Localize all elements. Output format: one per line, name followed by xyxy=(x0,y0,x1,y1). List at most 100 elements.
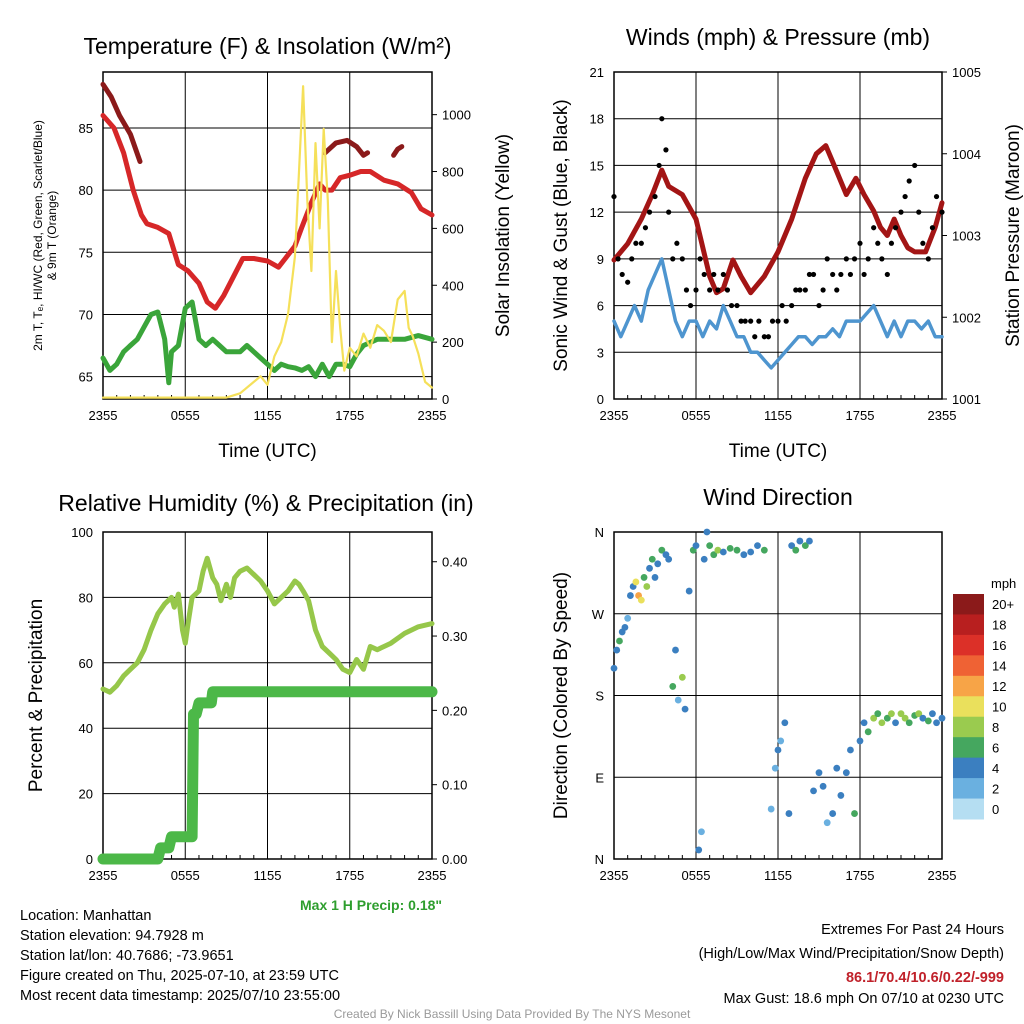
colorbar-swatch xyxy=(953,757,984,779)
winds-rtick-label: 1004 xyxy=(952,147,981,162)
direction-point xyxy=(706,542,714,550)
winds-gust-point xyxy=(629,256,635,262)
latlon-text: Station lat/lon: 40.7686; -73.9651 xyxy=(20,948,234,964)
direction-point xyxy=(837,792,845,799)
humidity-xtick-label: 0555 xyxy=(171,868,200,883)
temperature-series-dewpoint xyxy=(100,299,435,386)
temperature-xtick-label: 1155 xyxy=(254,408,282,423)
direction-point xyxy=(698,828,705,836)
wind_direction-xtick-label: 2355 xyxy=(928,868,957,883)
winds-rtick-label: 1003 xyxy=(952,229,981,244)
winds-gust-point xyxy=(789,302,795,309)
winds-gust-point xyxy=(687,302,694,309)
winds-gust-point xyxy=(820,287,826,293)
direction-point xyxy=(796,537,804,545)
colorbar-label: 4 xyxy=(992,761,999,776)
direction-point xyxy=(637,596,645,604)
colorbar-swatch xyxy=(953,634,984,656)
winds-gust-point xyxy=(802,287,808,293)
winds-gust-point xyxy=(761,334,767,340)
winds-gust-point xyxy=(816,302,822,309)
colorbar-swatch xyxy=(953,798,984,820)
temperature-series-temp xyxy=(100,113,435,311)
temperature-xtick-label: 2355 xyxy=(418,408,447,423)
colorbar-swatch xyxy=(953,614,984,636)
temperature-rtick-label: 200 xyxy=(442,335,464,350)
humidity-rtick-label: 0.00 xyxy=(442,852,467,867)
direction-point xyxy=(648,555,656,563)
direction-point xyxy=(864,728,872,736)
winds-ytick-label: 6 xyxy=(597,299,604,314)
direction-point xyxy=(788,542,796,550)
direction-point xyxy=(829,810,837,817)
winds-gust-point xyxy=(652,193,658,200)
recent-data-text: Most recent data timestamp: 2025/07/10 2… xyxy=(20,988,341,1004)
winds-gust-point xyxy=(793,287,799,293)
colorbar-label: 20+ xyxy=(992,597,1014,612)
extremes-heading: Extremes For Past 24 Hours xyxy=(821,922,1004,938)
colorbar-swatch xyxy=(953,594,984,615)
direction-point xyxy=(719,548,727,556)
winds-ytick-label: 12 xyxy=(590,205,604,220)
direction-point xyxy=(627,592,634,599)
temperature-rtick-label: 600 xyxy=(442,221,464,236)
winds-gust-point xyxy=(879,256,885,262)
winds-gust-point xyxy=(728,302,735,309)
direction-point xyxy=(924,717,932,725)
direction-point xyxy=(672,646,679,654)
winds-gust-point xyxy=(912,162,918,169)
wind_direction-xtick-label: 1755 xyxy=(846,868,875,883)
humidity-rtick-label: 0.30 xyxy=(442,629,467,644)
extremes-subheading: (High/Low/Max Wind/Precipitation/Snow De… xyxy=(698,946,1004,962)
direction-point xyxy=(901,714,909,722)
extremes-values: 86.1/70.4/10.6/0.22/-999 xyxy=(845,970,1004,986)
colorbar-label: 14 xyxy=(992,659,1006,674)
winds-gust-point xyxy=(625,279,631,285)
direction-point xyxy=(792,546,800,554)
winds-gust-point xyxy=(892,225,899,231)
winds-gust-point xyxy=(898,209,904,215)
humidity-xtick-label: 2355 xyxy=(89,868,118,883)
winds-gust-point xyxy=(646,209,653,215)
direction-point xyxy=(703,528,711,536)
winds-gust-point xyxy=(810,271,817,278)
direction-ylabel-left: Direction (Colored By Speed) xyxy=(551,572,572,819)
direction-point xyxy=(632,578,640,586)
colorbar-label: 2 xyxy=(992,781,999,796)
credit-line: Created By Nick Bassill Using Data Provi… xyxy=(333,1007,691,1021)
temperature-ylabel-line1: 2m T, Tₑ, HI/WC (Red, Green, Scarlet/Blu… xyxy=(31,120,45,351)
winds-ylabel-left: Sonic Wind & Gust (Blue, Black) xyxy=(551,99,572,371)
humidity-xtick-label: 2355 xyxy=(418,868,447,883)
colorbar-swatch xyxy=(953,675,984,697)
direction-point xyxy=(777,737,785,745)
winds-gust-point xyxy=(765,334,772,340)
direction-point xyxy=(860,719,868,727)
winds-gust-point xyxy=(748,318,754,324)
direction-point xyxy=(929,710,936,718)
winds-gust-point xyxy=(906,178,912,184)
direction-point xyxy=(658,546,666,554)
direction-point xyxy=(888,710,895,718)
winds-gust-point xyxy=(663,147,669,153)
direction-point xyxy=(681,705,689,713)
direction-point xyxy=(654,560,662,568)
temperature-ylabel-line2: & 9m T (Orange) xyxy=(45,191,59,281)
winds-rtick-label: 1005 xyxy=(952,65,981,80)
winds-xtick-label: 2355 xyxy=(928,408,957,423)
winds-gust-point xyxy=(720,271,726,278)
humidity-xtick-label: 1755 xyxy=(335,868,364,883)
colorbar-label: 18 xyxy=(992,618,1006,633)
winds-xtick-label: 1155 xyxy=(764,408,792,423)
temperature-ytick-label: 70 xyxy=(79,307,93,322)
winds-gust-point xyxy=(642,225,649,231)
winds-gust-point xyxy=(619,271,625,278)
winds-gust-point xyxy=(920,240,926,246)
winds-gust-point xyxy=(939,209,945,215)
direction-point xyxy=(621,623,629,631)
humidity-title: Relative Humidity (%) & Precipitation (i… xyxy=(58,490,473,516)
winds-gust-point xyxy=(838,271,844,278)
winds-plot-frame xyxy=(613,71,943,400)
direction-point xyxy=(810,787,817,795)
direction-point xyxy=(643,583,651,590)
